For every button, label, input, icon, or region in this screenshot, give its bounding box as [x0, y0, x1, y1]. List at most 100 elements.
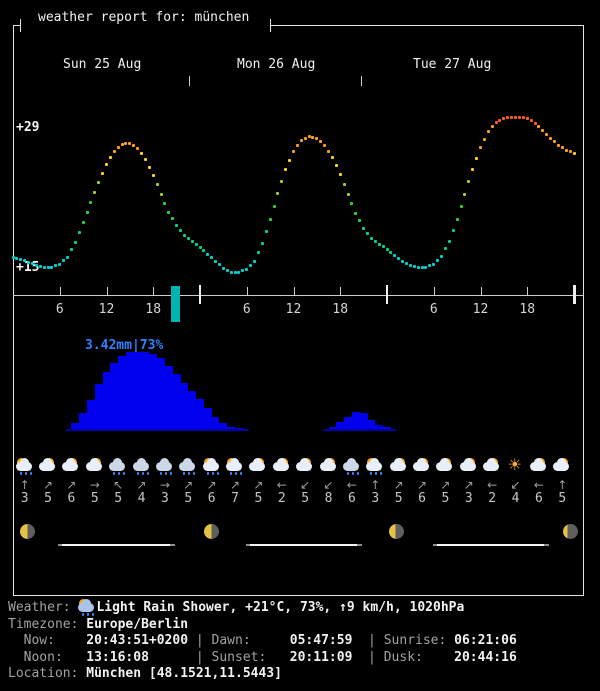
wind-speed-value: 2 [277, 491, 286, 506]
temp-dot [510, 115, 514, 119]
wind-speed-value: 5 [184, 491, 193, 506]
temp-dot [229, 270, 233, 274]
rain-sun-icon [226, 458, 246, 478]
status-block: Weather: Light Rain Shower, +21°C, 73%, … [8, 599, 517, 683]
temp-dot [424, 265, 428, 269]
temp-dot [529, 119, 533, 122]
daylight-line [249, 544, 357, 546]
wind-speed-value: 4 [511, 491, 520, 506]
sun-cloud-icon [529, 458, 550, 478]
rain-bar [336, 422, 345, 429]
temp-dot [455, 217, 459, 221]
status-value: Light Rain Shower, +21°C, 73%, ↑9 km/h, … [96, 600, 465, 615]
temp-dot [436, 258, 440, 262]
now-marker [171, 286, 180, 322]
temp-dot [85, 210, 89, 214]
hour-label: 18 [145, 302, 162, 317]
temp-dot [260, 241, 264, 245]
temp-dot [354, 211, 358, 215]
temp-dot [136, 146, 140, 150]
wind-speed-value: 5 [394, 491, 403, 506]
temp-dot [128, 141, 132, 145]
temp-dot [319, 140, 323, 143]
rain-bar [235, 427, 243, 429]
temp-dot [202, 249, 206, 252]
hour-label: 6 [242, 302, 251, 317]
rain-bar [87, 399, 95, 429]
temp-dot [502, 116, 506, 120]
temp-dot [428, 264, 432, 267]
rain-icon [109, 458, 129, 478]
rain-icon [179, 458, 199, 478]
temp-dot [537, 125, 541, 128]
hour-tick [340, 287, 342, 295]
temp-dot [159, 192, 163, 196]
temp-dot [389, 250, 393, 254]
status-value: 20:11:09 [289, 649, 353, 665]
temp-dot [217, 263, 221, 266]
temp-dot [155, 183, 159, 186]
wind-direction-arrow: ↗ [206, 478, 217, 492]
temp-dot [132, 144, 136, 147]
temp-dot [404, 261, 408, 265]
wind-direction-arrow: ↑ [19, 478, 30, 492]
rain-bar [196, 398, 204, 429]
temp-dot [97, 180, 101, 184]
temp-dot [77, 230, 81, 234]
wind-direction-arrow: → [89, 478, 100, 492]
rain-bar [102, 371, 111, 429]
rain-bar [164, 366, 173, 429]
status-value: Europe/Berlin [86, 616, 189, 632]
rain-bar [344, 416, 352, 429]
temp-dot [116, 146, 120, 149]
wind-direction-arrow: ↗ [417, 478, 428, 492]
wind-direction-arrow: ← [533, 478, 544, 492]
sun-cloud-icon [459, 458, 480, 478]
status-line: Now: 20:43:51+0200 | Dawn: 05:47:59 | Su… [8, 633, 517, 650]
temp-dot [393, 253, 397, 257]
temp-dot [432, 262, 436, 266]
precipitation-annotation: 3.42mm|73% [85, 338, 164, 353]
sun-cloud-icon [436, 458, 456, 478]
sun-cloud-icon [85, 458, 106, 478]
temp-dot [140, 152, 144, 155]
temp-dot [264, 229, 268, 233]
temp-dot [182, 233, 186, 237]
temp-dot [486, 129, 490, 133]
temp-dot [245, 267, 249, 271]
sun-cloud-icon [319, 458, 340, 478]
temp-dot [494, 120, 498, 124]
sun-cloud-icon [249, 458, 269, 478]
temp-dot [233, 270, 237, 274]
status-value: 06:21:06 [454, 633, 517, 649]
y-axis-label-max: +29 [16, 120, 40, 135]
temp-dot [15, 256, 19, 260]
temp-dot [171, 217, 175, 220]
wind-speed-value: 6 [418, 491, 426, 506]
wind-direction-arrow: ↙ [323, 478, 334, 492]
axis-end-tick [573, 285, 576, 304]
wind-direction-arrow: ← [346, 478, 357, 492]
temp-dot [108, 156, 112, 159]
temp-dot [206, 252, 210, 256]
rain-bar [172, 373, 181, 429]
temp-dot [221, 266, 225, 270]
rain-bar [94, 384, 103, 429]
temp-dot [66, 255, 70, 259]
wind-direction-arrow: ↙ [510, 478, 521, 492]
temp-dot [62, 259, 66, 262]
frame-border-top-left-segment [13, 25, 21, 26]
wind-direction-arrow: ↗ [66, 478, 77, 492]
hour-label: 18 [332, 302, 349, 317]
midnight-tick [199, 285, 201, 304]
temp-dot [385, 247, 389, 251]
sun-cloud-icon [553, 458, 573, 478]
rain-bar [383, 427, 391, 429]
temp-dot [241, 269, 245, 272]
temp-dot [295, 144, 299, 147]
wind-speed-value: 3 [371, 491, 380, 506]
temp-dot [572, 151, 576, 155]
day-header-tue: Tue 27 Aug [413, 57, 492, 72]
temp-dot [19, 257, 23, 261]
